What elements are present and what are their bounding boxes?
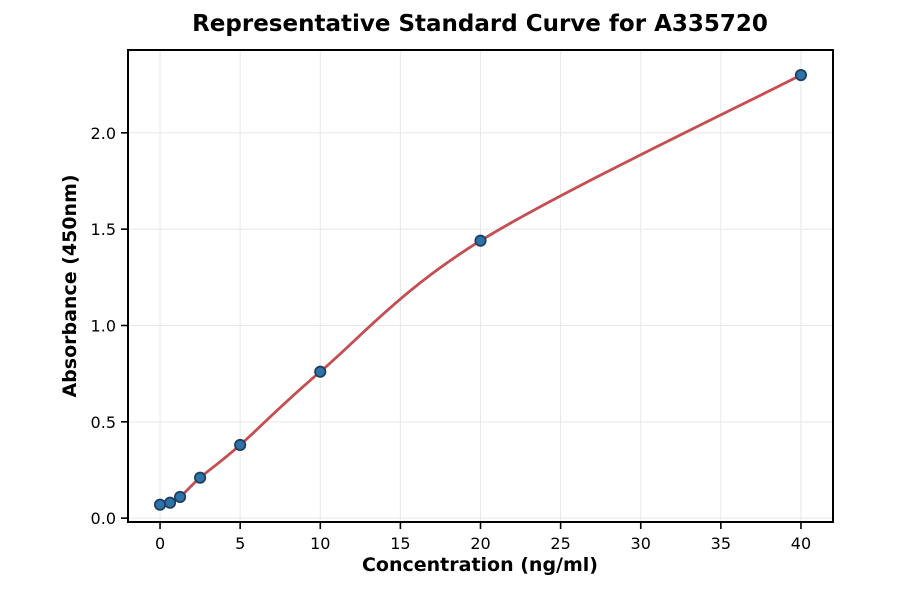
- data-point: [194, 471, 207, 484]
- series-layer: [154, 68, 807, 511]
- chart-title: Representative Standard Curve for A33572…: [192, 11, 768, 37]
- data-point: [174, 490, 187, 504]
- data-point: [794, 68, 807, 82]
- tick-layer: 0 5 10 15 20 25 30 35 40 0.0 0.5 1.0 1.5 2.0: [91, 124, 812, 553]
- y-tick-label: 1.0: [91, 316, 116, 335]
- data-point: [314, 365, 327, 378]
- x-tick-label: 5: [235, 534, 245, 553]
- x-tick-label: 20: [470, 534, 490, 553]
- x-tick-label: 15: [390, 534, 410, 553]
- x-tick-label: 40: [791, 534, 811, 553]
- data-point: [154, 498, 167, 511]
- data-point: [474, 234, 487, 247]
- x-tick-label: 0: [155, 534, 165, 553]
- y-tick-label: 0.5: [91, 413, 116, 432]
- x-tick-label: 30: [631, 534, 651, 553]
- y-axis-label: Absorbance (450nm): [59, 174, 81, 397]
- grid-layer: [128, 50, 833, 522]
- x-tick-label: 10: [310, 534, 330, 553]
- x-tick-label: 35: [711, 534, 731, 553]
- data-point: [164, 496, 177, 509]
- y-tick-label: 1.5: [91, 220, 116, 239]
- y-tick-label: 2.0: [91, 124, 116, 143]
- data-point: [234, 438, 247, 451]
- y-tick-label: 0.0: [91, 509, 116, 528]
- x-axis-label: Concentration (ng/ml): [362, 554, 598, 576]
- x-tick-label: 25: [550, 534, 570, 553]
